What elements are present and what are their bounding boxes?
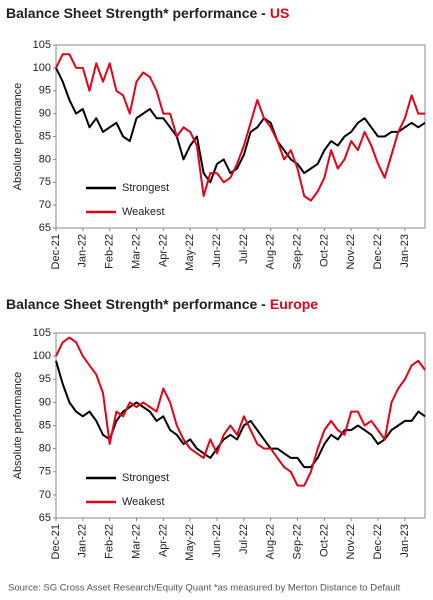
series-line bbox=[55, 360, 426, 469]
x-tick-label: Apr-22 bbox=[157, 234, 169, 267]
title-region: Europe bbox=[270, 296, 318, 312]
chart-title: Balance Sheet Strength* performance - Eur… bbox=[6, 296, 318, 312]
x-tick-label: Aug-22 bbox=[265, 524, 277, 559]
y-tick-label: 80 bbox=[39, 153, 51, 165]
y-tick-label: 95 bbox=[39, 85, 51, 97]
x-tick-label: Aug-22 bbox=[265, 234, 277, 269]
x-tick-label: Feb-22 bbox=[104, 524, 116, 559]
x-tick-label: Jan-22 bbox=[77, 524, 89, 558]
y-tick-label: 80 bbox=[39, 443, 51, 455]
x-tick-label: Jul-22 bbox=[238, 234, 250, 264]
x-tick-label: Feb-22 bbox=[104, 234, 116, 269]
x-tick-label: Jun-22 bbox=[211, 234, 223, 268]
x-tick-label: Jan-23 bbox=[399, 234, 411, 268]
x-tick-label: Jul-22 bbox=[238, 524, 250, 554]
y-tick-label: 75 bbox=[39, 466, 51, 478]
y-tick-label: 85 bbox=[39, 419, 51, 431]
x-tick-label: Nov-22 bbox=[345, 234, 357, 269]
x-tick-label: Dec-22 bbox=[372, 234, 384, 269]
x-tick-label: Apr-22 bbox=[157, 524, 169, 557]
series-line bbox=[55, 53, 425, 202]
y-tick-label: 70 bbox=[39, 489, 51, 501]
x-tick-label: Jan-23 bbox=[399, 524, 411, 558]
y-tick-label: 105 bbox=[33, 39, 51, 51]
x-tick-label: Dec-21 bbox=[50, 234, 62, 269]
x-tick-label: May-22 bbox=[184, 524, 196, 561]
y-tick-label: 90 bbox=[39, 396, 51, 408]
y-tick-label: 100 bbox=[33, 62, 51, 74]
x-tick-label: Sep-22 bbox=[291, 234, 303, 269]
chart-title: Balance Sheet Strength* performance - US bbox=[6, 5, 289, 21]
series-line bbox=[55, 67, 426, 184]
x-tick-label: Mar-22 bbox=[130, 524, 142, 559]
y-tick-label: 65 bbox=[39, 222, 51, 234]
source-note: Source: SG Cross Asset Research/Equity Q… bbox=[8, 583, 401, 594]
x-tick-label: Sep-22 bbox=[291, 524, 303, 559]
y-tick-label: 100 bbox=[33, 350, 51, 362]
x-tick-label: May-22 bbox=[184, 234, 196, 271]
x-tick-label: Mar-22 bbox=[130, 234, 142, 269]
x-tick-label: Dec-21 bbox=[50, 524, 62, 559]
y-tick-label: 65 bbox=[39, 512, 51, 524]
legend-label: Weakest bbox=[122, 496, 165, 508]
legend-label: Strongest bbox=[122, 472, 169, 484]
y-tick-label: 75 bbox=[39, 176, 51, 188]
x-tick-label: Dec-22 bbox=[372, 524, 384, 559]
y-tick-label: 70 bbox=[39, 199, 51, 211]
title-text: Balance Sheet Strength* performance - bbox=[6, 5, 266, 21]
x-tick-label: Oct-22 bbox=[318, 234, 330, 267]
series-line bbox=[55, 336, 426, 487]
y-tick-label: 85 bbox=[39, 130, 51, 142]
y-tick-label: 95 bbox=[39, 373, 51, 385]
x-tick-label: Jun-22 bbox=[211, 524, 223, 558]
y-tick-label: 105 bbox=[33, 327, 51, 339]
title-text: Balance Sheet Strength* performance - bbox=[6, 296, 266, 312]
title-region: US bbox=[270, 5, 289, 21]
legend-label: Strongest bbox=[122, 182, 169, 194]
legend-label: Weakest bbox=[122, 206, 165, 218]
x-tick-label: Oct-22 bbox=[318, 524, 330, 557]
y-axis-label: Absolute performance bbox=[12, 372, 24, 480]
x-tick-label: Nov-22 bbox=[345, 524, 357, 559]
y-tick-label: 90 bbox=[39, 108, 51, 120]
y-axis-label: Absolute performance bbox=[12, 83, 24, 191]
x-tick-label: Jan-22 bbox=[77, 234, 89, 268]
